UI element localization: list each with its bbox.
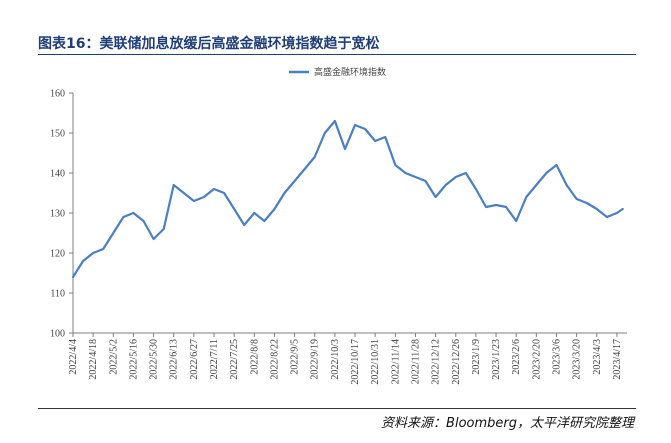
- x-tick-label: 2022/9/5: [290, 339, 301, 375]
- source-note: 资料来源：Bloomberg，太平洋研究院整理: [381, 416, 634, 431]
- x-tick-label: 2022/4/4: [68, 339, 79, 375]
- x-tick-label: 2022/7/11: [209, 339, 220, 379]
- x-tick-label: 2022/6/27: [189, 339, 200, 380]
- x-tick-label: 2023/1/9: [471, 339, 482, 375]
- x-tick-label: 2022/5/2: [108, 339, 119, 375]
- y-tick-label: 160: [50, 89, 65, 100]
- x-tick-label: 2022/4/18: [88, 339, 99, 380]
- y-tick-label: 110: [50, 289, 65, 300]
- x-tick-label: 2022/8/22: [269, 339, 280, 380]
- x-tick-label: 2022/11/28: [410, 339, 421, 384]
- y-tick-label: 150: [50, 129, 65, 140]
- x-tick-label: 2022/10/17: [350, 339, 361, 385]
- x-tick-label: 2022/12/12: [431, 339, 442, 385]
- x-tick-label: 2022/7/25: [229, 339, 240, 380]
- x-tick-label: 2022/8/8: [249, 339, 260, 375]
- y-tick-label: 100: [50, 329, 65, 340]
- y-tick-label: 130: [50, 209, 65, 220]
- legend: 高盛金融环境指数: [289, 66, 386, 78]
- x-tick-label: 2022/5/30: [149, 339, 160, 380]
- series-group: [71, 119, 624, 279]
- y-tick-label: 120: [50, 249, 65, 260]
- x-tick-label: 2023/1/23: [491, 339, 502, 380]
- x-tick-label: 2023/4/17: [612, 339, 623, 380]
- bottom-rule: [38, 408, 636, 409]
- x-tick-label: 2023/2/6: [511, 339, 522, 375]
- x-axis: 2022/4/4 2022/4/18 2022/5/2 2022/5/16 2022/5…: [68, 332, 627, 385]
- x-tick-label: 2022/10/3: [330, 339, 341, 380]
- x-tick-label: 2023/3/6: [551, 339, 562, 375]
- x-tick-label: 2022/12/26: [451, 339, 462, 385]
- series-line: [71, 119, 624, 279]
- x-tick-label: 2023/4/3: [592, 339, 603, 375]
- y-axis: 100 110 120 130 140 150 160: [50, 89, 74, 340]
- figure-title: 图表16：美联储加息放缓后高盛金融环境指数趋于宽松: [38, 36, 380, 52]
- x-tick-label: 2022/9/19: [310, 339, 321, 380]
- x-tick-label: 2022/5/16: [128, 339, 139, 380]
- x-tick-label: 2023/2/20: [531, 339, 542, 380]
- x-tick-label: 2022/11/14: [390, 339, 401, 384]
- title-rule: [38, 54, 636, 55]
- x-tick-label: 2022/6/13: [169, 339, 180, 380]
- x-tick-label: 2023/3/20: [572, 339, 583, 380]
- legend-label: 高盛金融环境指数: [314, 66, 386, 78]
- x-tick-label: 2022/10/31: [370, 339, 381, 385]
- y-tick-label: 140: [50, 169, 65, 180]
